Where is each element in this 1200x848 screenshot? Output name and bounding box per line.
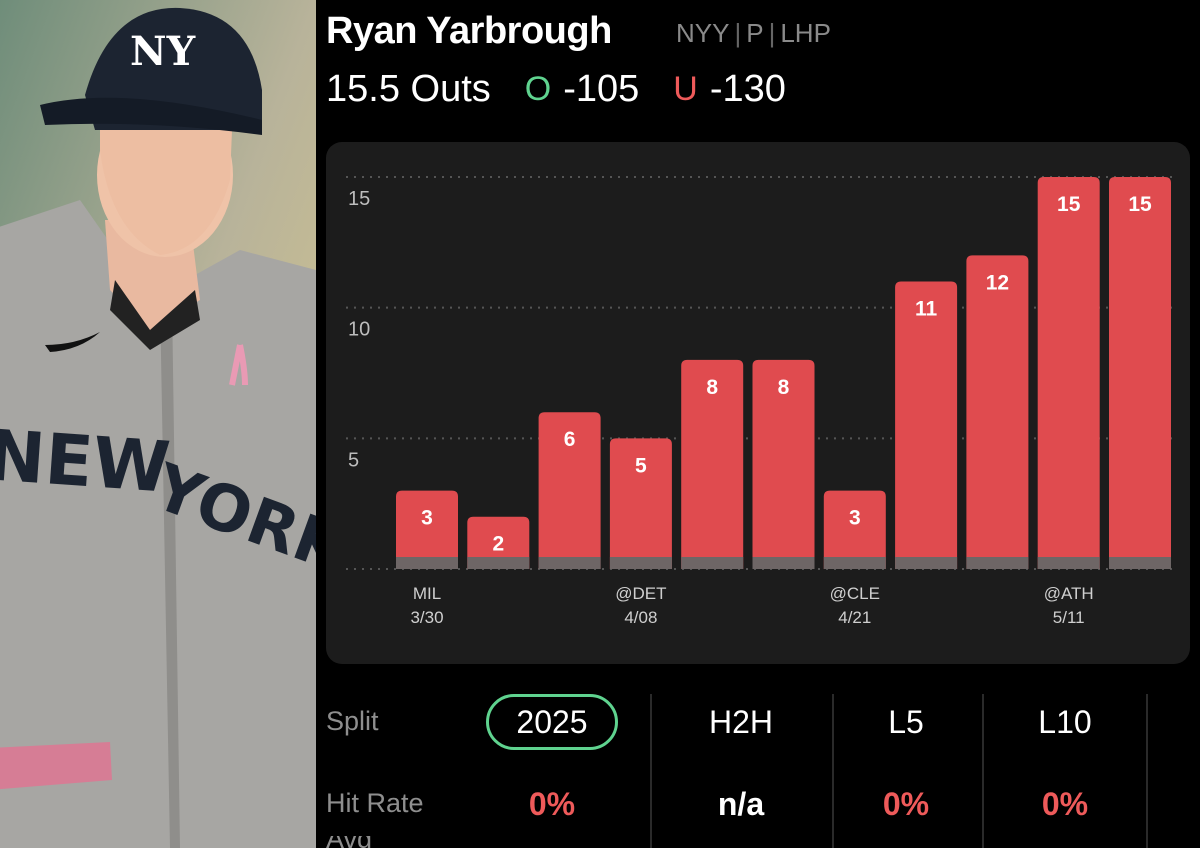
bar-group[interactable]: 8 (752, 359, 815, 569)
bar-value-label: 15 (1128, 193, 1152, 216)
column-divider (832, 694, 834, 848)
bar (966, 255, 1029, 569)
hit-rate-h2h: n/a (717, 786, 765, 822)
under-odds-button[interactable]: U -130 (673, 68, 786, 111)
avg-row-label: Avg (326, 836, 372, 848)
bar (1109, 177, 1171, 569)
x-tick-opponent: @CLE (830, 584, 880, 603)
x-tick-date: 4/21 (838, 608, 871, 627)
bar-group[interactable]: 15 (1037, 177, 1100, 569)
bar-base (467, 557, 530, 569)
column-divider (650, 694, 652, 848)
bar (895, 281, 958, 569)
player-photo-illustration: NY NEW YORK (0, 0, 316, 848)
meta-separator: | (734, 18, 742, 48)
throwing-hand: LHP (780, 18, 831, 48)
bar-value-label: 3 (849, 507, 861, 530)
bar-group[interactable]: 2 (467, 516, 530, 569)
tab-split-2025[interactable]: 2025 (516, 704, 588, 740)
team-abbr: NYY (676, 18, 730, 48)
bar-group[interactable]: 3 (396, 490, 458, 569)
player-meta: NYY | P | LHP (676, 18, 831, 49)
hit-rate-row-label: Hit Rate (326, 788, 424, 818)
under-odds: -130 (709, 68, 786, 110)
bar-group[interactable]: 11 (895, 281, 958, 569)
bar-group[interactable]: 5 (609, 438, 672, 569)
under-label: U (673, 70, 698, 108)
x-tick-date: 5/11 (1053, 608, 1085, 627)
column-divider (982, 694, 984, 848)
hit-rate-l5: 0% (882, 786, 930, 822)
bar-group[interactable]: 12 (966, 255, 1029, 569)
x-tick-date: 3/30 (410, 608, 443, 627)
position: P (746, 18, 764, 48)
bar-value-label: 8 (778, 376, 790, 399)
hit-rate-l10: 0% (1041, 786, 1089, 822)
y-tick-label: 10 (348, 319, 370, 341)
x-tick-opponent: @DET (615, 584, 666, 603)
selected-split-pill (486, 694, 618, 750)
meta-separator: | (768, 18, 776, 48)
bar-base (966, 557, 1029, 569)
bar-base (752, 557, 815, 569)
bar (823, 490, 886, 569)
bar-base (1037, 557, 1100, 569)
svg-text:NEW: NEW (0, 414, 173, 509)
bar (396, 490, 458, 569)
over-odds: -105 (563, 68, 640, 110)
x-tick-opponent: MIL (413, 584, 441, 603)
bar-group[interactable]: 6 (538, 412, 601, 569)
bar-value-label: 3 (421, 507, 433, 530)
y-tick-label: 15 (348, 188, 370, 210)
bar-value-label: 2 (492, 533, 504, 556)
bar-base (823, 557, 886, 569)
hit-rate-2025: 0% (528, 786, 576, 822)
x-tick-date: 4/08 (624, 608, 657, 627)
bar-base (1109, 557, 1171, 569)
bar-base (396, 557, 458, 569)
bar-base (538, 557, 601, 569)
bar-value-label: 15 (1057, 193, 1081, 216)
player-name: Ryan Yarbrough (326, 10, 612, 52)
bar-base (609, 557, 672, 569)
svg-text:NY: NY (130, 28, 196, 75)
column-divider (1146, 694, 1148, 848)
x-tick-opponent: @ATH (1044, 584, 1094, 603)
prop-line-row: 15.5 Outs O -105 U -130 (326, 68, 786, 111)
split-row-label: Split (326, 706, 379, 736)
player-photo: NY NEW YORK (0, 0, 316, 848)
prop-line: 15.5 Outs (326, 68, 491, 110)
player-prop-panel: Ryan Yarbrough NYY | P | LHP 15.5 Outs O -10… (316, 0, 1200, 848)
y-tick-label: 5 (348, 449, 359, 471)
bar (1037, 177, 1100, 569)
bar-value-label: 12 (986, 271, 1009, 294)
tab-split-h2h[interactable]: H2H (708, 704, 773, 740)
bar-value-label: 11 (915, 298, 938, 321)
bar (681, 359, 744, 569)
bar-group[interactable]: 8 (681, 359, 744, 569)
bar-group[interactable]: 15 (1109, 177, 1171, 569)
game-log-chart: 5 10 15 3 2 6 5 8 8 3 11 12 15 15 MIL 3/30 @DET 4/08 @CLE 4… (326, 142, 1190, 664)
bar-value-label: 6 (564, 428, 576, 451)
bar (467, 516, 530, 569)
bar-chart: 5 10 15 3 2 6 5 8 8 3 11 12 15 15 MIL 3/30 @DET 4/08 @CLE 4… (346, 176, 1178, 627)
bar (538, 412, 601, 569)
bar-base (895, 557, 958, 569)
tab-split-l5[interactable]: L5 (888, 704, 924, 740)
over-label: O (524, 70, 552, 108)
bar-base (681, 557, 744, 569)
bar-group[interactable]: 3 (823, 490, 886, 569)
bar (609, 438, 672, 569)
bar-value-label: 8 (706, 376, 718, 399)
tab-split-l10[interactable]: L10 (1038, 704, 1092, 740)
bar (752, 359, 815, 569)
over-odds-button[interactable]: O -105 (525, 68, 640, 111)
bar-value-label: 5 (635, 454, 647, 477)
